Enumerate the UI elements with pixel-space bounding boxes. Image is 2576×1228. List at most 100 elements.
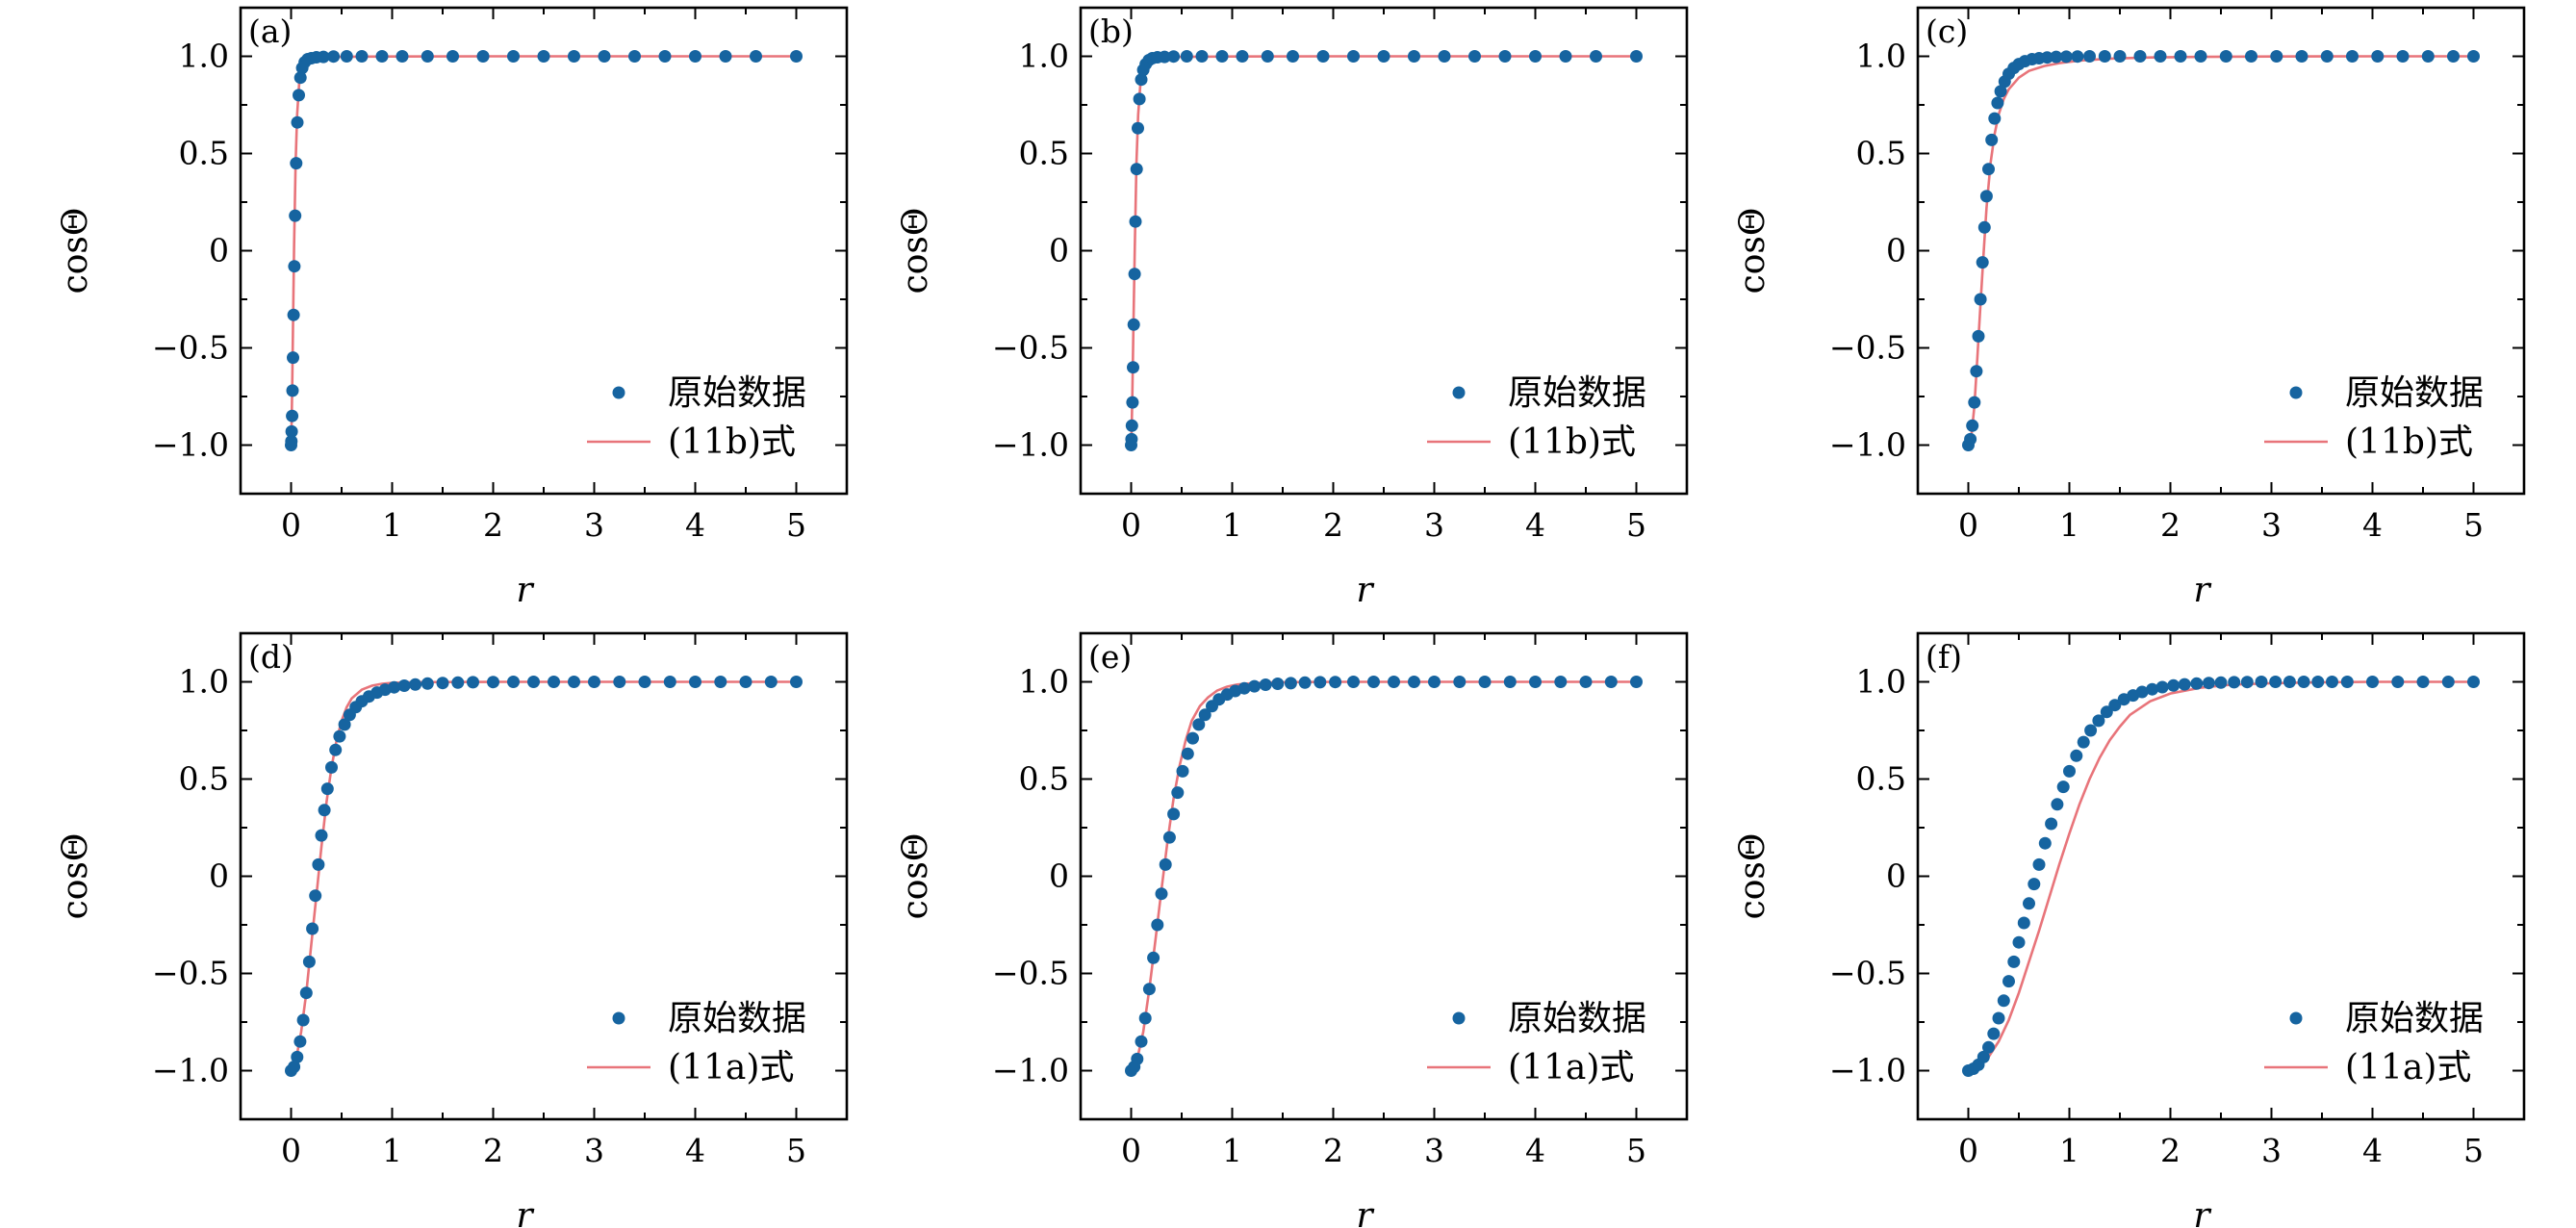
data-point xyxy=(288,1061,301,1073)
data-point xyxy=(537,50,550,63)
data-point xyxy=(1529,676,1542,688)
data-point xyxy=(1298,676,1312,689)
y-tick-label: 1.0 xyxy=(1019,663,1069,701)
data-point xyxy=(1133,92,1146,106)
data-point xyxy=(1127,361,1139,374)
x-tick-label: 5 xyxy=(2463,1132,2484,1169)
data-point xyxy=(2416,676,2430,688)
y-tick-label: −1.0 xyxy=(1829,1052,1906,1089)
data-point xyxy=(2023,897,2035,910)
data-point xyxy=(340,50,353,63)
data-point xyxy=(1125,419,1138,432)
data-point xyxy=(2154,50,2167,63)
legend-label: (11b)式 xyxy=(2345,422,2473,462)
data-point xyxy=(1529,50,1542,63)
data-point xyxy=(2202,677,2215,690)
data-point xyxy=(527,676,540,688)
data-point xyxy=(1167,807,1181,821)
data-point xyxy=(1408,50,1420,63)
y-tick-label: 1.0 xyxy=(1856,663,1906,701)
chart-panel-b: 0 1 2 3 4 5 −1.0 −0.5 0 0.5 1.0 r cosΘ (b) 原始数据 (11b)式 xyxy=(896,6,1689,610)
data-point xyxy=(638,676,651,688)
data-point xyxy=(2133,50,2147,63)
data-point xyxy=(1347,676,1360,688)
x-axis-label: r xyxy=(516,1196,534,1228)
x-tick-label: 1 xyxy=(2059,1132,2079,1169)
y-tick-label: 0.5 xyxy=(1019,760,1069,798)
y-tick-label: −1.0 xyxy=(1829,426,1906,464)
x-tick-label: 1 xyxy=(2059,506,2079,544)
data-point xyxy=(1159,857,1172,871)
data-point xyxy=(1284,677,1297,690)
data-point xyxy=(1171,786,1185,800)
data-point xyxy=(2421,50,2435,63)
x-tick-label: 1 xyxy=(1222,1132,1242,1169)
data-point xyxy=(333,729,346,743)
data-point xyxy=(2071,50,2084,64)
data-point xyxy=(291,115,304,129)
y-tick-label: −1.0 xyxy=(152,426,229,464)
data-point xyxy=(1127,318,1140,331)
x-tick-label: 2 xyxy=(1323,506,1343,544)
data-point xyxy=(309,889,322,903)
data-point xyxy=(1259,678,1272,691)
data-point xyxy=(1994,85,2007,98)
y-axis-label: cosΘ xyxy=(1733,833,1773,920)
data-point xyxy=(1162,831,1176,844)
data-point xyxy=(750,50,762,63)
data-point xyxy=(2240,676,2254,689)
data-point xyxy=(1198,708,1211,722)
data-point xyxy=(598,50,611,63)
x-tick-label: 3 xyxy=(584,506,604,544)
data-point xyxy=(2070,749,2083,762)
data-point xyxy=(286,409,299,422)
data-point xyxy=(2228,676,2241,689)
legend-label: 原始数据 xyxy=(2345,999,2484,1038)
data-point xyxy=(1554,676,1568,688)
legend-label: 原始数据 xyxy=(1508,999,1646,1038)
plot-area xyxy=(1962,50,2480,451)
x-axis-label: r xyxy=(1356,1196,1374,1228)
data-point xyxy=(2038,836,2052,850)
x-tick-label: 3 xyxy=(1424,506,1444,544)
x-tick-label: 4 xyxy=(2362,1132,2383,1169)
data-point xyxy=(663,676,676,688)
data-point xyxy=(1478,676,1492,688)
data-point xyxy=(568,50,580,63)
x-axis-label: r xyxy=(2193,571,2211,610)
data-point xyxy=(714,676,727,688)
data-point xyxy=(2283,676,2296,688)
data-point xyxy=(1992,1011,2005,1025)
y-tick-label: −1.0 xyxy=(992,1052,1069,1089)
data-point xyxy=(1132,121,1144,135)
legend-label: (11a)式 xyxy=(1508,1048,1634,1087)
y-tick-label: 0 xyxy=(1886,232,1906,269)
data-point xyxy=(476,50,490,63)
data-point xyxy=(2311,676,2325,688)
data-point xyxy=(1215,50,1229,63)
data-point xyxy=(1287,50,1299,63)
data-point xyxy=(1261,50,1274,63)
data-point xyxy=(1377,50,1390,63)
data-point xyxy=(1468,50,1481,63)
y-tick-label: 0 xyxy=(1886,857,1906,895)
data-point xyxy=(306,922,319,935)
x-tick-label: 3 xyxy=(1424,1132,1444,1169)
data-point xyxy=(286,384,299,397)
legend: 原始数据 (11a)式 xyxy=(2264,999,2484,1087)
data-point xyxy=(1982,1040,1995,1054)
x-axis-label: r xyxy=(1356,571,1374,610)
data-point xyxy=(689,676,701,688)
data-point xyxy=(2255,676,2268,688)
data-point xyxy=(2051,798,2064,811)
data-point xyxy=(1964,432,1977,446)
data-point xyxy=(1559,50,1572,63)
data-point xyxy=(689,50,701,63)
data-point xyxy=(2320,50,2334,63)
data-point xyxy=(1988,112,2002,125)
data-point xyxy=(289,209,302,222)
x-tick-label: 2 xyxy=(483,1132,503,1169)
data-point xyxy=(2467,50,2480,63)
data-point xyxy=(293,89,305,102)
x-tick-label: 4 xyxy=(685,1132,705,1169)
